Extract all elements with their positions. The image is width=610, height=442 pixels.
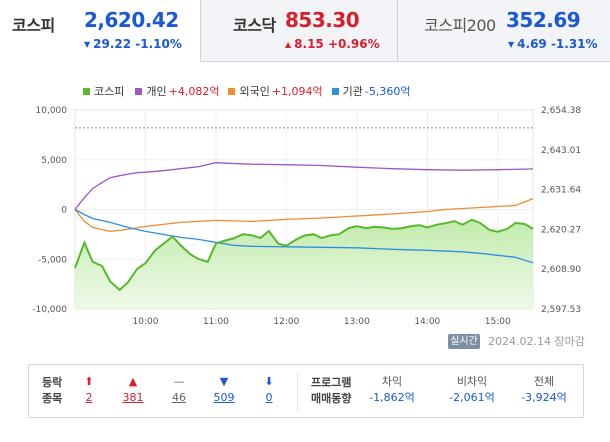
x-axis-tick-label: 15:00 — [485, 317, 511, 327]
legend-swatch — [83, 87, 90, 95]
stat-lower-limit: ⬇ 0 — [254, 374, 284, 406]
left-axis-tick-label: 0 — [61, 206, 67, 216]
stat-fall: ▼ 509 — [209, 374, 239, 406]
tab-kosdaq-value: 853.30 — [285, 8, 360, 32]
stat-flat: — 46 — [164, 374, 194, 406]
trading-trend-label: 매매동향 — [311, 392, 352, 405]
tab-kospi-name: 코스피 — [12, 16, 55, 35]
down-triangle-icon: ▼ — [84, 40, 91, 49]
institution-line — [74, 208, 534, 264]
tab-kosdaq-name: 코스닥 — [233, 16, 276, 35]
flat-count[interactable]: 46 — [172, 391, 186, 404]
right-axis-tick-label: 2,620.27 — [541, 225, 581, 235]
program-non-arbitrage: 비차익 -2,061억 — [432, 374, 512, 406]
panel-divider — [297, 373, 298, 411]
legend-institution[interactable]: 기관 -5,360억 — [331, 83, 411, 99]
stat-upper-limit: ⬆ 2 — [74, 374, 104, 406]
legend-swatch — [135, 87, 143, 95]
chart-legend: 코스피 개인 +4,082억 외국인 +1,094억 기관 -5,360억 — [83, 83, 420, 99]
lower-limit-arrow-icon: ⬇ — [264, 375, 274, 388]
foreign-line — [74, 197, 534, 233]
x-axis-tick-label: 10:00 — [132, 317, 158, 327]
tab-kospi-value: 2,620.42 — [84, 8, 179, 32]
flat-dash-icon: — — [173, 375, 185, 388]
x-axis-tick-label: 13:00 — [344, 317, 370, 327]
legend-swatch — [331, 87, 339, 95]
right-axis-tick-label: 2,597.53 — [541, 305, 581, 315]
upper-limit-count[interactable]: 2 — [85, 391, 93, 404]
right-axis-tick-label: 2,631.64 — [541, 186, 581, 196]
legend-swatch — [228, 87, 236, 95]
tab-kospi200-name: 코스피200 — [424, 16, 496, 35]
tab-kosdaq[interactable]: 코스닥 853.30 ▲ 8.15 +0.96% — [200, 0, 397, 62]
realtime-badge[interactable]: 실시간 — [448, 334, 480, 349]
tab-kospi-change: ▼ 29.22 -1.10% — [84, 37, 182, 51]
tab-kospi200-change: ▼ 4.69 -1.31% — [508, 37, 598, 51]
arbitrage-header: 차익 — [381, 375, 403, 388]
intraday-chart[interactable]: 10,000 5,000 0 -5,000 -10,000 2,654.38 2,643.0… — [0, 100, 610, 332]
left-axis-tick-label: 5,000 — [41, 156, 67, 166]
right-axis-tick-label: 2,608.90 — [541, 265, 581, 275]
index-tabs: 코스피 2,620.42 ▼ 29.22 -1.10% 코스닥 853.30 ▲ 8… — [0, 0, 610, 62]
upper-limit-arrow-icon: ⬆ — [84, 375, 94, 388]
rise-count[interactable]: 381 — [122, 391, 144, 404]
stat-rise: ▲ 381 — [118, 374, 148, 406]
up-triangle-icon: ▲ — [285, 40, 292, 49]
program-arbitrage: 차익 -1,862억 — [352, 374, 432, 406]
tab-kospi[interactable]: 코스피 2,620.42 ▼ 29.22 -1.10% — [0, 0, 200, 62]
non-arbitrage-value: -2,061억 — [449, 391, 495, 404]
program-total: 전체 -3,924억 — [504, 374, 584, 406]
market-date-status: 2024.02.14 장마감 — [488, 335, 585, 348]
legend-individual[interactable]: 개인 +4,082억 — [135, 83, 219, 99]
left-axis-tick-label: 10,000 — [36, 106, 68, 116]
total-value: -3,924억 — [521, 391, 567, 404]
advance-decline-label: 등락 — [42, 376, 63, 389]
individual-line — [74, 162, 534, 210]
x-axis-tick-label: 14:00 — [414, 317, 440, 327]
non-arbitrage-header: 비차익 — [456, 375, 488, 388]
tab-kosdaq-change: ▲ 8.15 +0.96% — [285, 37, 380, 51]
total-header: 전체 — [533, 375, 555, 388]
rise-triangle-icon: ▲ — [128, 375, 138, 388]
left-axis-tick-label: -5,000 — [38, 255, 67, 265]
left-axis-tick-label: -10,000 — [32, 305, 67, 315]
stocks-label: 종목 — [42, 392, 63, 405]
arbitrage-value: -1,862억 — [369, 391, 415, 404]
tab-kospi200-value: 352.69 — [506, 8, 581, 32]
program-label: 프로그램 — [311, 376, 352, 389]
market-stats-panel: 등락 종목 ⬆ 2 ▲ 381 — 46 ▼ 509 ⬇ 0 프로그램 매매동향… — [28, 364, 584, 418]
x-axis-tick-label: 11:00 — [203, 317, 229, 327]
x-axis-tick-label: 12:00 — [273, 317, 299, 327]
tab-kospi200[interactable]: 코스피200 352.69 ▼ 4.69 -1.31% — [397, 0, 610, 62]
kospi-area-fill — [75, 219, 533, 309]
right-axis-tick-label: 2,654.38 — [541, 106, 581, 116]
fall-triangle-icon: ▼ — [219, 375, 229, 388]
down-triangle-icon: ▼ — [508, 40, 515, 49]
legend-kospi[interactable]: 코스피 — [83, 83, 126, 99]
lower-limit-count[interactable]: 0 — [265, 391, 273, 404]
fall-count[interactable]: 509 — [213, 391, 235, 404]
kospi-line — [74, 218, 534, 292]
right-axis-tick-label: 2,643.01 — [541, 146, 581, 156]
legend-foreign[interactable]: 외국인 +1,094억 — [228, 83, 323, 99]
